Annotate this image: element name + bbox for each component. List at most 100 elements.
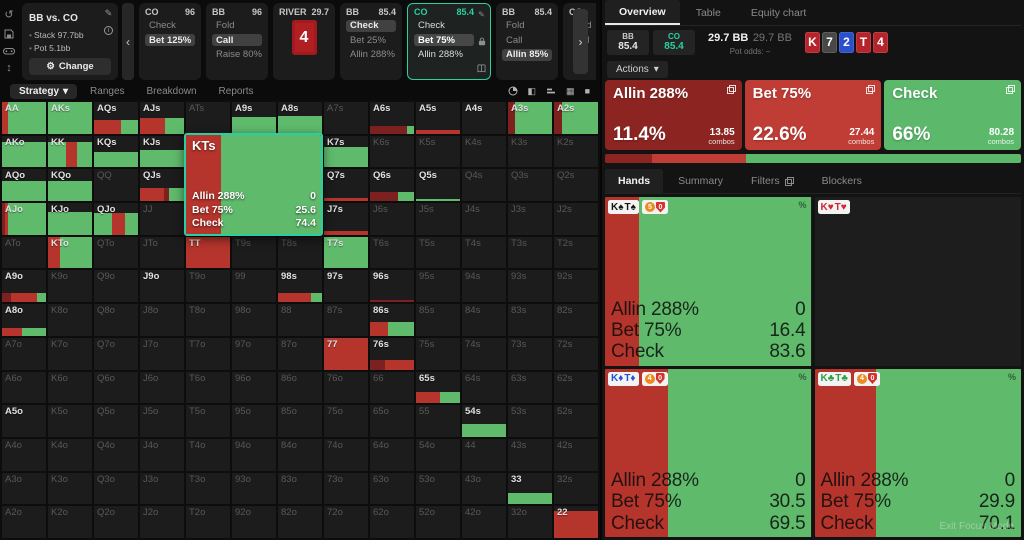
grid-cell-63o[interactable]: 63o — [370, 472, 414, 505]
action-option-call[interactable]: Call — [506, 34, 523, 46]
grid-cell-99[interactable]: 99 — [232, 270, 276, 303]
action-card-BB-5[interactable]: BB 85.4 Fold Call Allin 85% — [496, 3, 558, 80]
book-icon[interactable] — [477, 64, 486, 73]
action-option-bet-125-[interactable]: Bet 125% — [145, 34, 195, 46]
grid-cell-76o[interactable]: 76o — [324, 371, 368, 404]
grid-cell-72s[interactable]: 72s — [554, 337, 598, 370]
action-card-BB-3[interactable]: BB 85.4 Check Bet 25% Allin 288% — [340, 3, 402, 80]
grid-cell-JJ[interactable]: JJ — [140, 203, 184, 235]
grid-cell-K5o[interactable]: K5o — [48, 405, 92, 437]
grid-cell-33[interactable]: 33 — [508, 472, 552, 505]
grid-cell-J4s[interactable]: J4s — [462, 203, 506, 235]
grid-cell-95s[interactable]: 95s — [416, 270, 460, 303]
grid-cell-T6o[interactable]: T6o — [186, 371, 230, 404]
history-icon[interactable]: ↺ — [4, 9, 14, 21]
exit-focus-button[interactable]: Exit Focus Mode — [939, 521, 1014, 532]
grid-cell-43o[interactable]: 43o — [462, 472, 506, 505]
grid-cell-A5s[interactable]: A5s — [416, 102, 460, 134]
grid-cell-A9s[interactable]: A9s — [232, 102, 276, 134]
grid-cell-K7o[interactable]: K7o — [48, 337, 92, 370]
grid-cell-T9s[interactable]: T9s — [232, 236, 276, 269]
grid-cell-96o[interactable]: 96o — [232, 371, 276, 404]
tab-breakdown[interactable]: Breakdown — [138, 84, 206, 99]
grid-cell-KTo[interactable]: KTo — [48, 236, 92, 269]
grid-cell-A4o[interactable]: A4o — [2, 438, 46, 471]
tab-equity-chart[interactable]: Equity chart — [750, 6, 807, 19]
grid-cell-82s[interactable]: 82s — [554, 304, 598, 336]
copy-icon[interactable] — [726, 85, 736, 94]
grid-cell-K6o[interactable]: K6o — [48, 371, 92, 404]
combo-tile-KsTs[interactable]: K♠ T♠ 5 0% Allin 288% 0 Bet 75% 16.4 Check 83.6 — [605, 197, 812, 366]
grid-cell-A7o[interactable]: A7o — [2, 337, 46, 370]
copy-icon[interactable] — [866, 85, 876, 94]
grid-cell-K7s[interactable]: K7s — [324, 135, 368, 168]
grid-cell-74o[interactable]: 74o — [324, 438, 368, 471]
pencil-icon[interactable]: ✎ — [104, 8, 113, 18]
grid-cell-42o[interactable]: 42o — [462, 506, 506, 538]
grid-cell-A7s[interactable]: A7s — [324, 102, 368, 134]
grid-cell-54s[interactable]: 54s — [462, 405, 506, 437]
grid-cell-Q5s[interactable]: Q5s — [416, 169, 460, 202]
grid-cell-J6s[interactable]: J6s — [370, 203, 414, 235]
action-box-allin[interactable]: Allin 288% 11.4% 13.85 combos — [605, 80, 742, 150]
grid-cell-32o[interactable]: 32o — [508, 506, 552, 538]
grid-cell-44[interactable]: 44 — [462, 438, 506, 471]
grid-cell-T5s[interactable]: T5s — [416, 236, 460, 269]
actions-dropdown[interactable]: Actions ▾ — [607, 60, 668, 78]
grid-cell-A6s[interactable]: A6s — [370, 102, 414, 134]
grid-cell-A6o[interactable]: A6o — [2, 371, 46, 404]
grid-cell-T8o[interactable]: T8o — [186, 304, 230, 336]
grid-cell-J5o[interactable]: J5o — [140, 405, 184, 437]
grid-cell-53o[interactable]: 53o — [416, 472, 460, 505]
grid-cell-75o[interactable]: 75o — [324, 405, 368, 437]
square-icon[interactable]: ■ — [584, 86, 590, 96]
grid-cell-92o[interactable]: 92o — [232, 506, 276, 538]
grid-cell-Q2s[interactable]: Q2s — [554, 169, 598, 202]
pie-icon[interactable] — [508, 86, 518, 96]
grid-cell-J7s[interactable]: J7s — [324, 203, 368, 235]
copy-icon[interactable] — [866, 85, 876, 94]
action-option-check[interactable]: Check — [418, 20, 445, 31]
grid-cell-52o[interactable]: 52o — [416, 506, 460, 538]
grid-cell-Q5o[interactable]: Q5o — [94, 405, 138, 437]
grid-cell-AQo[interactable]: AQo — [2, 169, 46, 202]
grid-cell-84o[interactable]: 84o — [278, 438, 322, 471]
grid-cell-85o[interactable]: 85o — [278, 405, 322, 437]
grid-cell-A2s[interactable]: A2s — [554, 102, 598, 134]
combo-tile-KhTh[interactable]: K♥ T♥ — [814, 197, 1021, 366]
grid-cell-T4o[interactable]: T4o — [186, 438, 230, 471]
grid-cell-98o[interactable]: 98o — [232, 304, 276, 336]
grid-cell-J8o[interactable]: J8o — [140, 304, 184, 336]
grid-cell-TT[interactable]: TT — [186, 236, 230, 269]
action-card-CO-4[interactable]: CO 85.4 Check Bet 75% Allin 288% ✎ — [407, 3, 491, 80]
grid-cell-62o[interactable]: 62o — [370, 506, 414, 538]
grid-cell-87o[interactable]: 87o — [278, 337, 322, 370]
grid-cell-T6s[interactable]: T6s — [370, 236, 414, 269]
grid-cell-J6o[interactable]: J6o — [140, 371, 184, 404]
action-option-fold[interactable]: Fold — [216, 20, 235, 31]
grid-cell-K8o[interactable]: K8o — [48, 304, 92, 336]
grid-cell-52s[interactable]: 52s — [554, 405, 598, 437]
grid-cell-97o[interactable]: 97o — [232, 337, 276, 370]
action-option-bet-75-[interactable]: Bet 75% — [414, 34, 474, 46]
grid-cell-84s[interactable]: 84s — [462, 304, 506, 336]
info-icon[interactable]: i — [104, 24, 113, 35]
grid-cell-A9o[interactable]: A9o — [2, 270, 46, 303]
grid-cell-K4o[interactable]: K4o — [48, 438, 92, 471]
grid-cell-77[interactable]: 77 — [324, 337, 368, 370]
grid-cell-92s[interactable]: 92s — [554, 270, 598, 303]
grid-cell-Q3o[interactable]: Q3o — [94, 472, 138, 505]
grid-icon[interactable]: ▦ — [566, 85, 575, 96]
grid-cell-T8s[interactable]: T8s — [278, 236, 322, 269]
grid-cell-JTo[interactable]: JTo — [140, 236, 184, 269]
grid-cell-AKs[interactable]: AKs — [48, 102, 92, 134]
history-next-button[interactable]: › — [573, 9, 588, 74]
action-option-check[interactable]: Check — [346, 19, 396, 32]
grid-cell-T7s[interactable]: T7s — [324, 236, 368, 269]
grid-cell-63s[interactable]: 63s — [508, 371, 552, 404]
history-back-button[interactable]: ‹ — [122, 3, 134, 80]
action-option-bet-25-[interactable]: Bet 25% — [350, 34, 386, 46]
grid-cell-ATs[interactable]: ATs — [186, 102, 230, 134]
grid-cell-A8s[interactable]: A8s — [278, 102, 322, 134]
combo-tile-KcTc[interactable]: K♣ T♣ 4 0% Allin 288% 0 Bet 75% 29.9 Check 70.1 — [814, 368, 1021, 537]
